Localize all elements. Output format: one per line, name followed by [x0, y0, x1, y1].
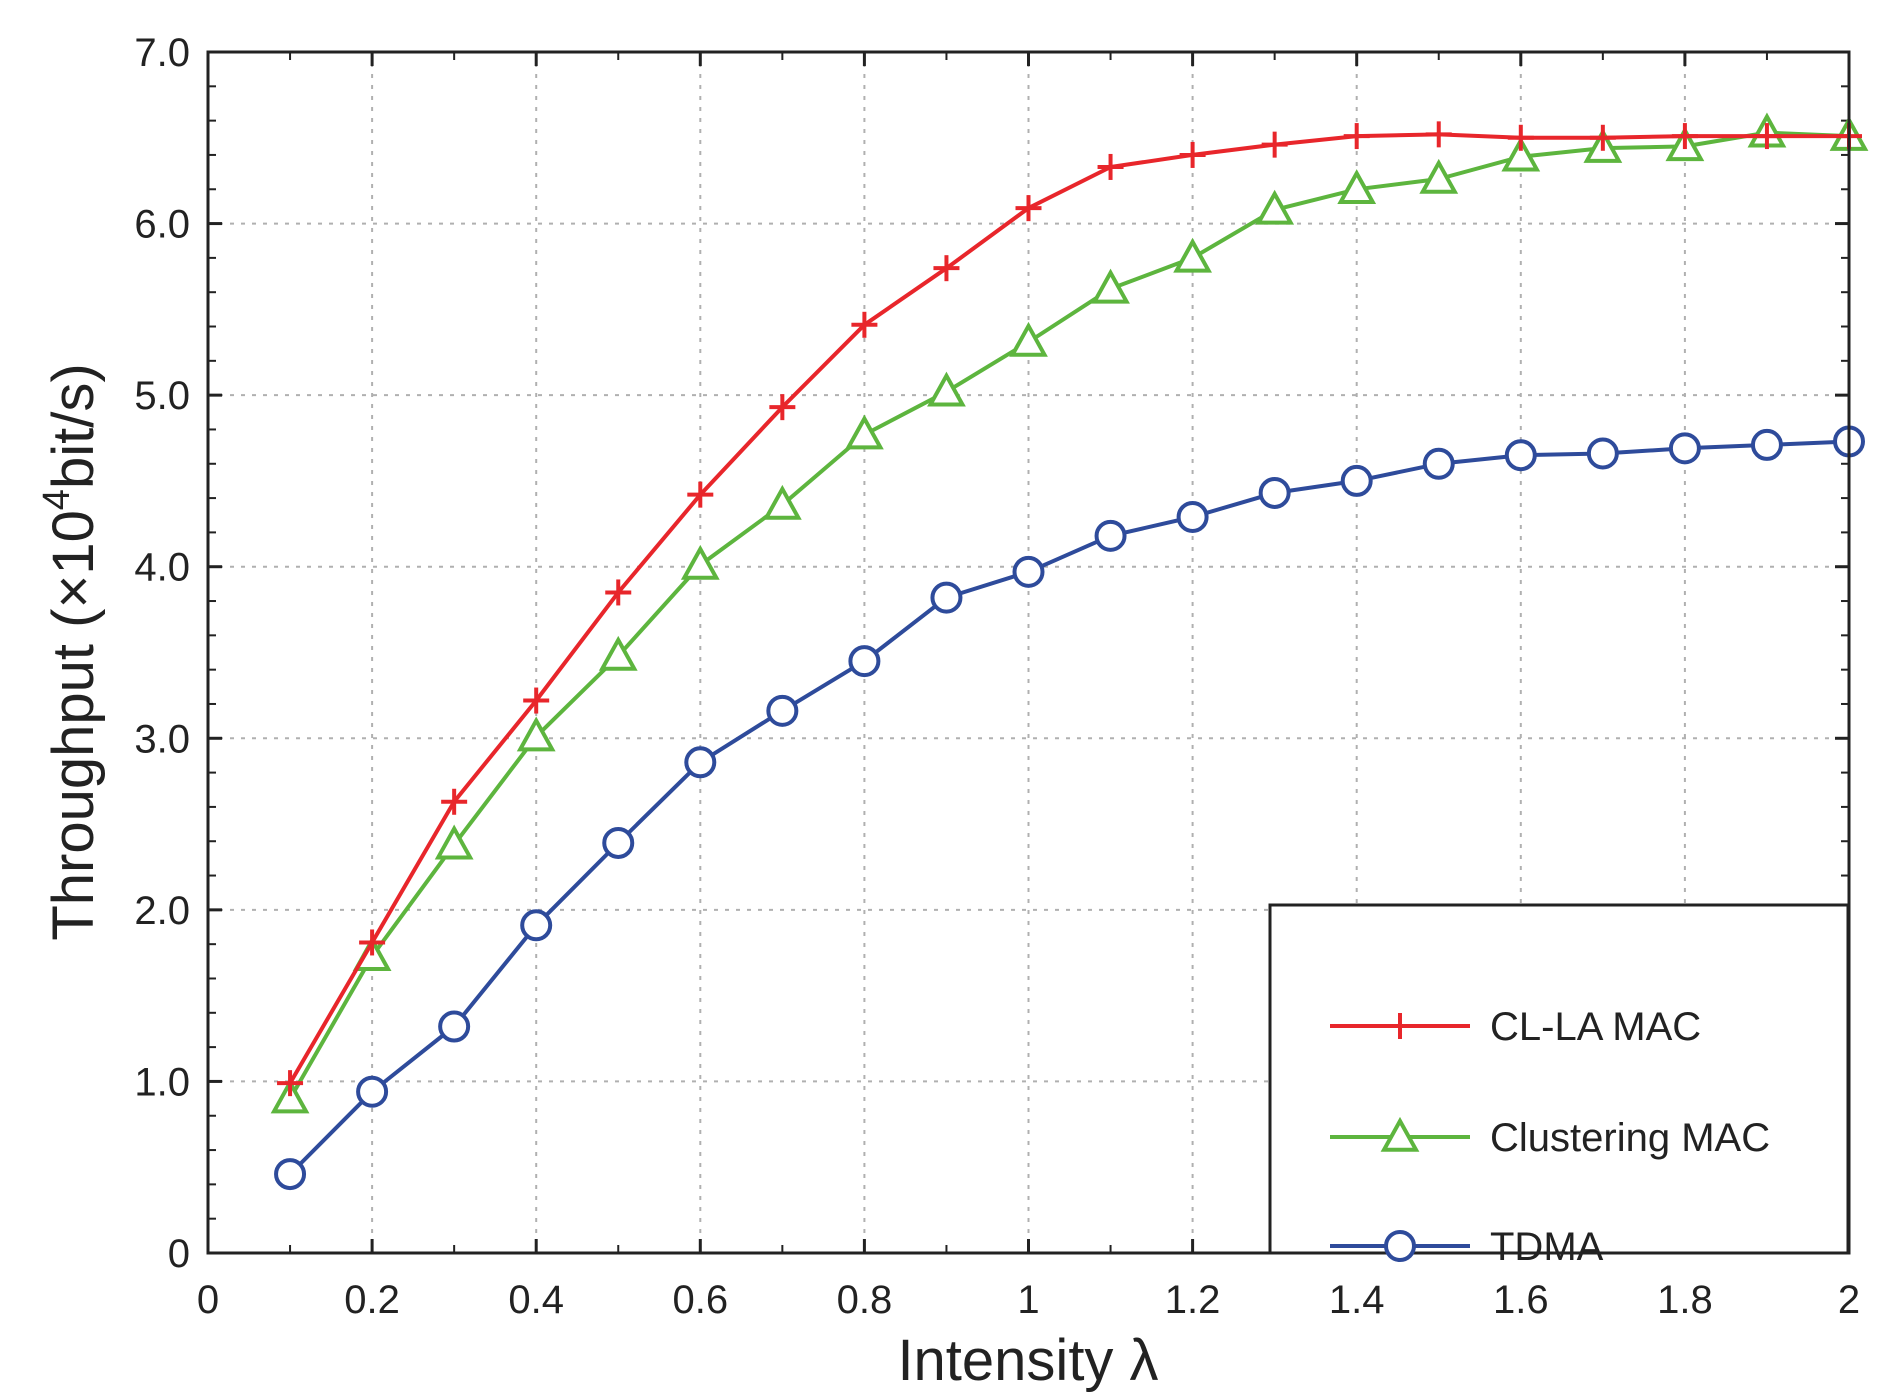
data-point-tdma — [1668, 432, 1701, 465]
data-point-cl-la-mac — [851, 311, 878, 338]
legend-label-tdma: TDMA — [1490, 1225, 1604, 1269]
data-point-clustering-mac — [845, 414, 884, 450]
data-point-clustering-mac — [1337, 169, 1377, 205]
x-tick-label: 1.6 — [1493, 1278, 1549, 1322]
series-cl-la-mac — [277, 121, 1862, 1097]
y-tick-label: 0 — [168, 1232, 190, 1276]
x-tick-label: 1.8 — [1657, 1278, 1713, 1322]
legend-label-clustering-mac: Clustering MAC — [1490, 1116, 1770, 1160]
legend-marker-tdma — [1384, 1230, 1416, 1262]
x-tick-label: 1.2 — [1165, 1278, 1221, 1322]
series — [270, 112, 1869, 1191]
data-point-cl-la-mac — [1425, 121, 1452, 148]
x-tick-label: 0.6 — [672, 1278, 728, 1322]
data-point-cl-la-mac — [1671, 123, 1698, 150]
series-line-cl-la-mac — [288, 132, 1849, 1085]
data-point-clustering-mac — [1009, 321, 1048, 357]
y-tick-label: 4.0 — [134, 546, 190, 590]
x-axis-label: Intensity λ — [897, 1328, 1158, 1393]
data-point-tdma — [1094, 519, 1127, 552]
data-point-cl-la-mac — [1261, 131, 1288, 158]
x-tick-label: 1.4 — [1329, 1278, 1385, 1322]
data-point-clustering-mac — [1091, 268, 1130, 304]
data-point-clustering-mac — [680, 544, 720, 580]
legend-marker-cl-la-mac — [1387, 1013, 1413, 1039]
data-point-cl-la-mac — [277, 1070, 304, 1097]
data-point-tdma — [438, 1010, 471, 1043]
legend: CL-LA MAC Clustering MAC TDMA — [1268, 903, 1850, 1269]
data-point-clustering-mac — [1501, 136, 1541, 172]
data-point-cl-la-mac — [1753, 123, 1780, 150]
data-point-cl-la-mac — [1343, 123, 1370, 150]
y-axis-label-exponent: 4 — [36, 489, 78, 510]
legend-item-cl-la-mac: CL-LA MAC — [1330, 1005, 1701, 1049]
data-point-tdma — [1586, 437, 1619, 470]
data-point-cl-la-mac — [1507, 124, 1534, 151]
x-tick-label: 0.2 — [344, 1278, 400, 1322]
y-axis-label: Throughput (×104bit/s) — [36, 363, 106, 940]
data-point-clustering-mac — [516, 716, 556, 752]
data-point-tdma — [274, 1158, 307, 1191]
y-tick-labels: 0 1.0 2.0 3.0 4.0 5.0 6.0 7.0 — [134, 31, 190, 1276]
data-point-tdma — [1340, 464, 1373, 497]
data-point-clustering-mac — [270, 1078, 310, 1114]
legend-items: CL-LA MAC Clustering MAC TDMA — [1330, 1005, 1770, 1269]
data-point-cl-la-mac — [1015, 195, 1042, 222]
y-tick-label: 1.0 — [134, 1060, 190, 1104]
x-tick-label: 2 — [1838, 1278, 1860, 1322]
data-point-tdma — [930, 581, 963, 614]
data-point-clustering-mac — [927, 371, 966, 407]
legend-item-clustering-mac: Clustering MAC — [1330, 1116, 1770, 1160]
y-tick-label: 2.0 — [134, 889, 190, 933]
data-point-clustering-mac — [762, 484, 802, 520]
plot-area-frame — [206, 50, 1851, 1255]
data-point-tdma — [766, 694, 799, 727]
data-point-tdma — [848, 645, 881, 678]
data-point-clustering-mac — [434, 824, 474, 860]
data-point-tdma — [1012, 555, 1045, 588]
data-point-tdma — [1176, 500, 1209, 533]
data-point-clustering-mac — [1255, 189, 1295, 225]
legend-box — [1268, 903, 1850, 1255]
data-point-clustering-mac — [1173, 237, 1212, 273]
data-point-tdma — [1258, 476, 1291, 509]
data-point-clustering-mac — [1419, 158, 1459, 194]
data-point-cl-la-mac — [359, 929, 386, 956]
x-tick-labels: 0 0.2 0.4 0.6 0.8 1 1.2 1.4 1.6 1.8 2 — [197, 1278, 1860, 1322]
data-point-cl-la-mac — [1589, 124, 1616, 151]
data-point-tdma — [1750, 428, 1783, 461]
y-axis-label-suffix: bit/s) — [41, 363, 106, 489]
x-tick-label: 1 — [1017, 1278, 1039, 1322]
data-point-cl-la-mac — [769, 394, 796, 421]
legend-marker-clustering-mac — [1380, 1116, 1420, 1152]
series-line-clustering-mac — [288, 130, 1850, 1100]
data-point-tdma — [684, 746, 717, 779]
data-point-clustering-mac — [598, 635, 638, 671]
data-point-cl-la-mac — [933, 255, 960, 282]
data-point-cl-la-mac — [523, 687, 550, 714]
data-point-tdma — [1504, 439, 1537, 472]
x-tick-label: 0.4 — [508, 1278, 564, 1322]
data-point-tdma — [1422, 447, 1455, 480]
data-point-cl-la-mac — [1097, 153, 1124, 180]
y-tick-label: 5.0 — [134, 374, 190, 418]
series-tdma — [274, 425, 1865, 1191]
data-point-cl-la-mac — [605, 579, 632, 606]
y-axis-label-prefix: Throughput (×10 — [41, 510, 106, 940]
y-tick-label: 6.0 — [134, 203, 190, 247]
data-point-tdma — [602, 826, 635, 859]
y-tick-label: 7.0 — [134, 31, 190, 75]
data-point-cl-la-mac — [1179, 141, 1206, 168]
y-tick-label: 3.0 — [134, 717, 190, 761]
data-point-tdma — [356, 1075, 389, 1108]
x-tick-label: 0 — [197, 1278, 219, 1322]
legend-label-cl-la-mac: CL-LA MAC — [1490, 1005, 1701, 1049]
data-point-cl-la-mac — [441, 788, 468, 815]
legend-item-tdma: TDMA — [1330, 1225, 1604, 1269]
data-point-cl-la-mac — [687, 481, 714, 508]
x-tick-label: 0.8 — [837, 1278, 893, 1322]
data-point-tdma — [520, 909, 553, 942]
